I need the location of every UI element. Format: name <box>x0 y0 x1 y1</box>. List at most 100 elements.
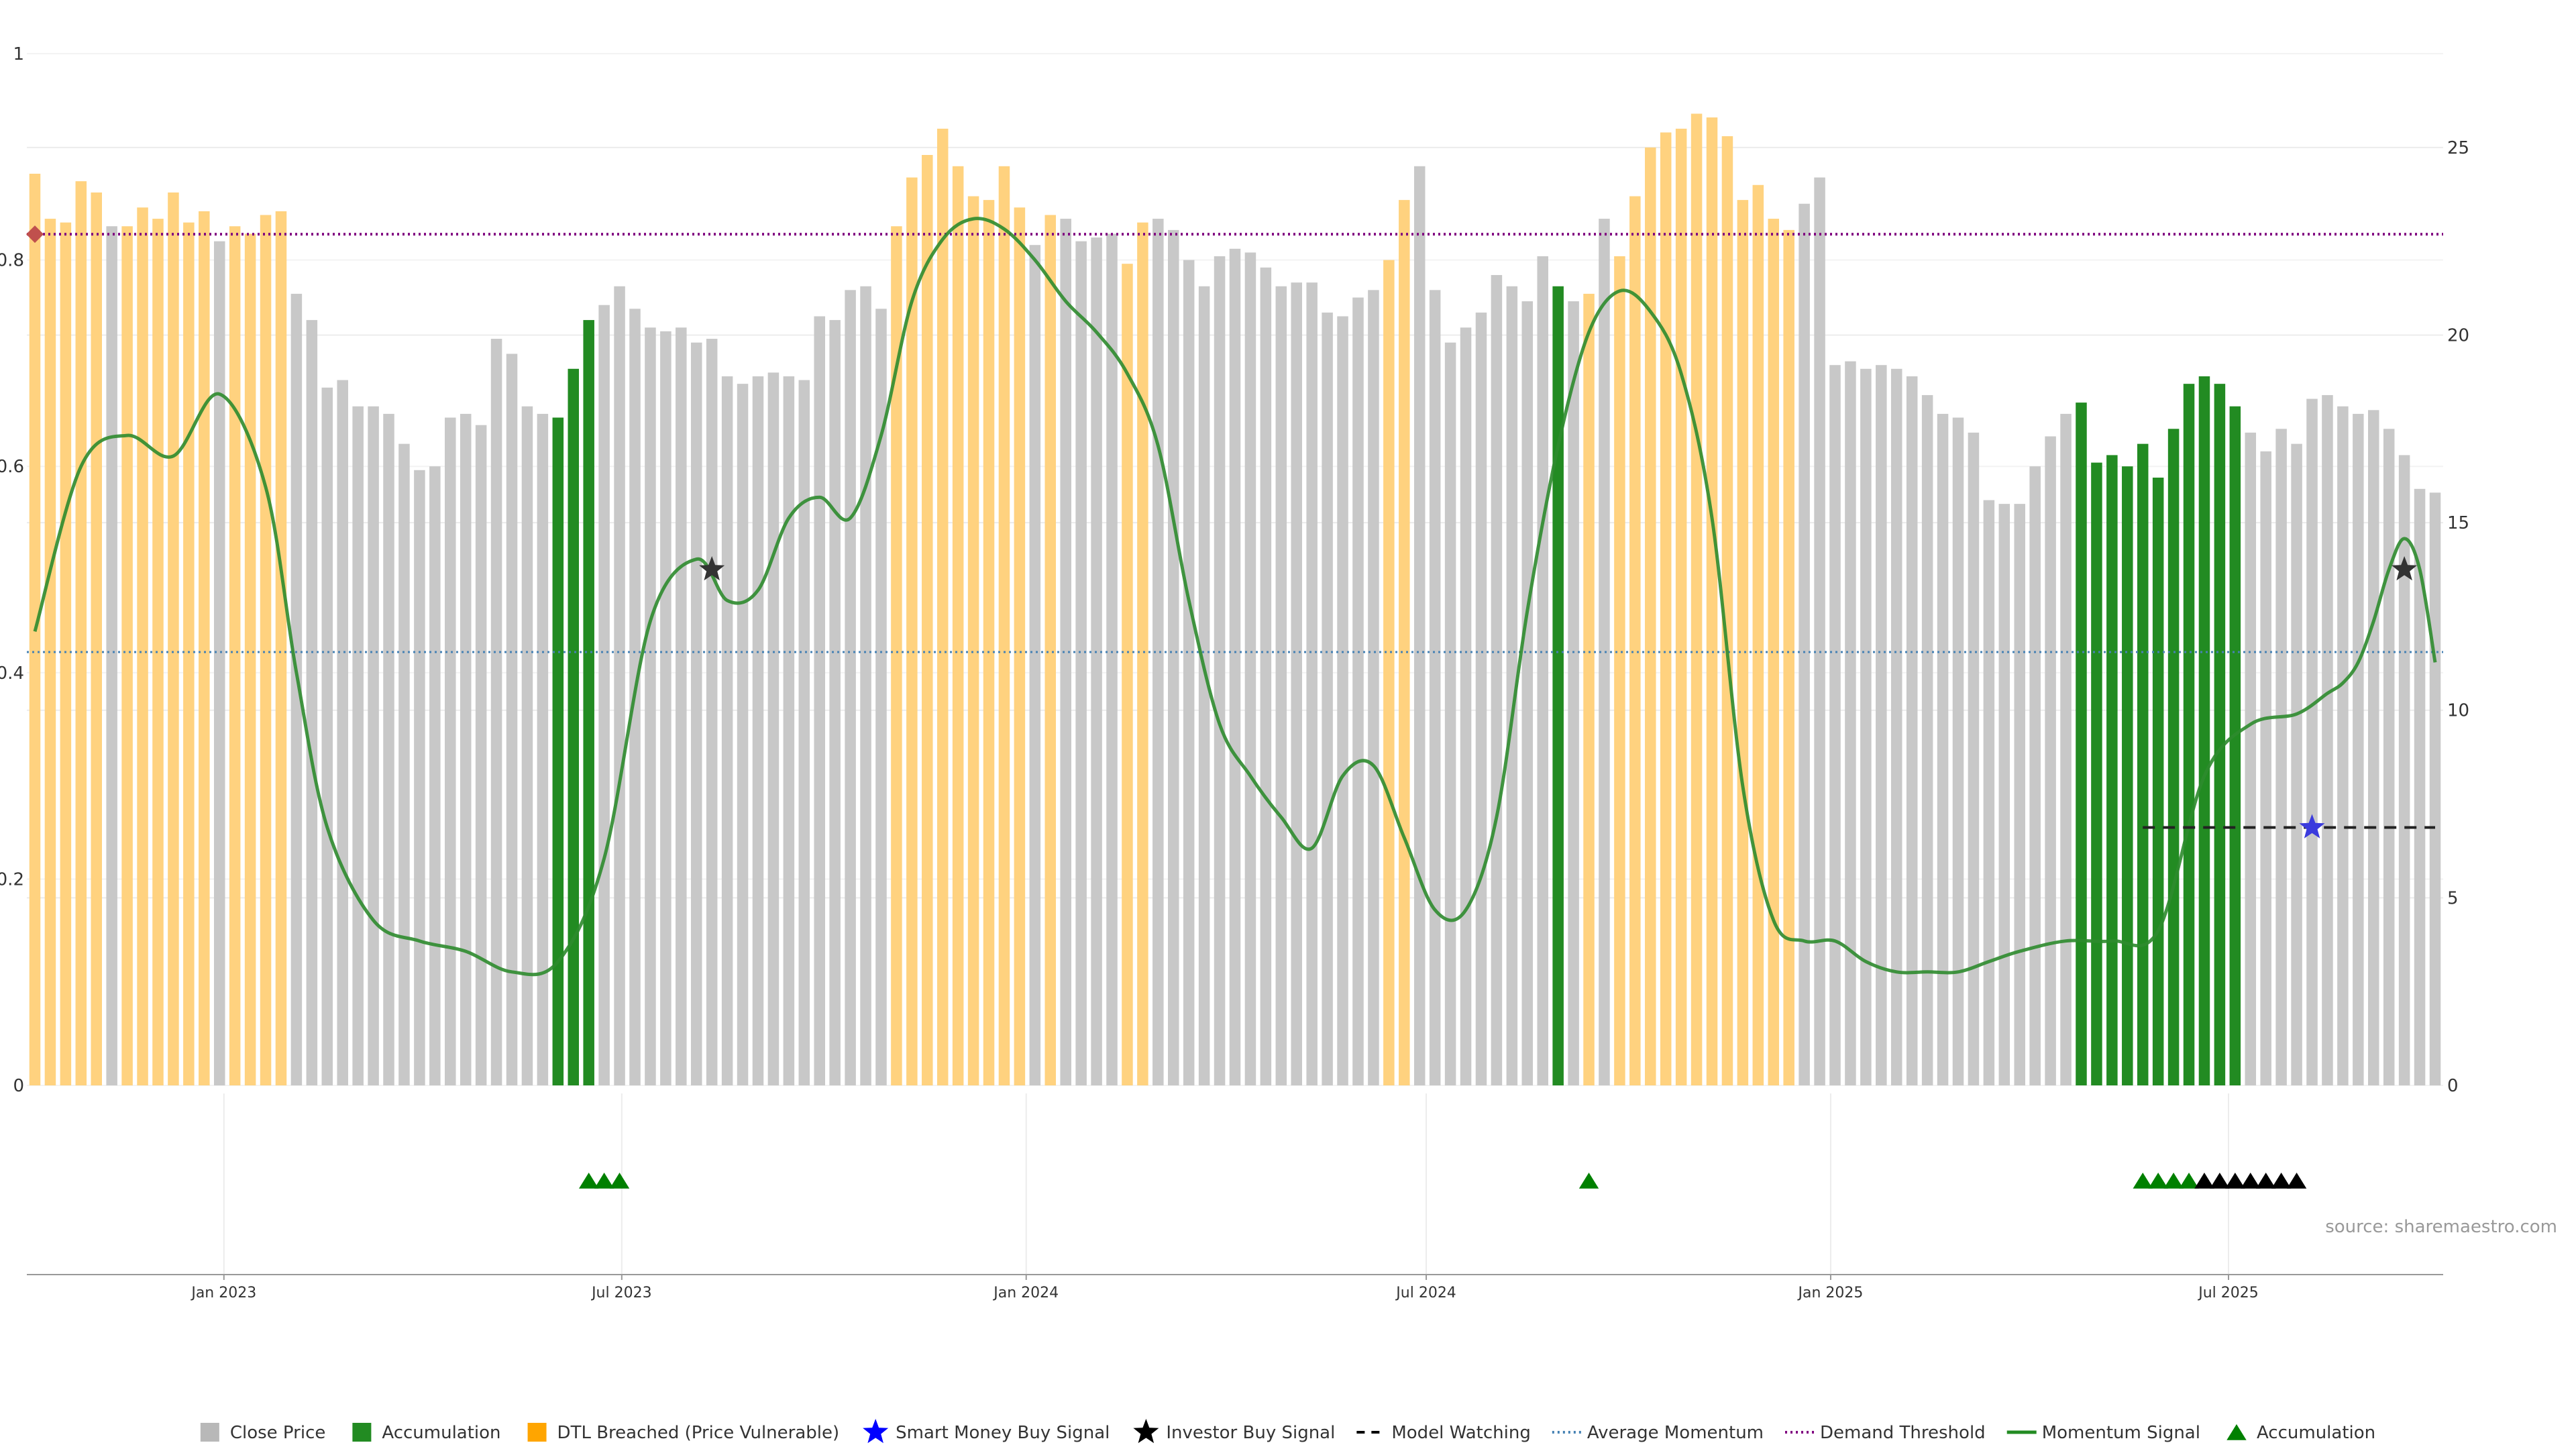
legend: Close Price Accumulation DTL Breached (Pri… <box>200 1419 2375 1444</box>
price-bar <box>998 166 1010 1085</box>
y-right-tick-label: 15 <box>2447 513 2469 533</box>
bar-layer <box>29 113 2441 1086</box>
price-bar <box>983 200 995 1086</box>
price-bar <box>352 406 364 1085</box>
price-bar <box>137 207 148 1086</box>
price-bar <box>1783 229 1794 1086</box>
legend-label: Accumulation <box>382 1423 500 1443</box>
price-bar <box>2291 443 2302 1085</box>
accumulation-marker <box>594 1173 614 1189</box>
price-bar <box>860 286 871 1086</box>
price-bar <box>168 192 179 1085</box>
price-bar <box>275 211 287 1085</box>
accumulation-marker-black <box>2210 1173 2230 1189</box>
price-bar <box>598 305 610 1085</box>
price-bar <box>737 384 749 1086</box>
legend-label: Accumulation <box>2257 1423 2375 1443</box>
price-bar <box>2337 406 2349 1085</box>
price-bar <box>1599 219 1610 1086</box>
price-bar <box>2198 376 2210 1085</box>
price-bar <box>1721 136 1733 1085</box>
accumulation-marker <box>2179 1173 2199 1189</box>
price-bar <box>1444 342 1456 1085</box>
price-bar <box>1690 113 1703 1085</box>
price-bar <box>2429 492 2441 1085</box>
price-bar <box>2060 413 2072 1085</box>
price-bar <box>1244 252 1256 1085</box>
price-bar <box>829 320 841 1086</box>
accumulation-marker <box>2133 1173 2153 1189</box>
price-bar <box>2275 429 2287 1085</box>
legend-label: Model Watching <box>1391 1423 1530 1443</box>
y-right-tick-label: 10 <box>2447 701 2469 721</box>
investor-buy-star <box>699 556 725 581</box>
price-bar <box>321 387 333 1086</box>
y-right-tick-label: 25 <box>2447 138 2469 158</box>
y-right-tick-label: 5 <box>2447 888 2459 908</box>
legend-label: Momentum Signal <box>2042 1423 2200 1443</box>
marker-layer <box>26 225 2418 1189</box>
accumulation-marker-black <box>2241 1173 2261 1189</box>
price-bar <box>1583 293 1595 1085</box>
price-bar <box>1167 229 1179 1086</box>
legend-label: Average Momentum <box>1587 1423 1764 1443</box>
price-bar <box>506 354 518 1085</box>
legend-label: DTL Breached (Price Vulnerable) <box>557 1423 840 1443</box>
price-bar <box>875 309 887 1086</box>
price-bar <box>2122 466 2133 1085</box>
price-bar <box>906 177 918 1085</box>
price-bar <box>383 413 394 1085</box>
price-bar <box>2152 477 2164 1085</box>
accumulation-marker-black <box>2256 1173 2276 1189</box>
price-bar <box>2045 436 2056 1085</box>
price-bar <box>75 181 87 1086</box>
price-bar <box>2076 402 2087 1085</box>
price-bar <box>199 211 210 1085</box>
price-bar <box>1091 237 1102 1085</box>
accumulation-marker-black <box>2286 1173 2307 1189</box>
price-bar <box>676 327 687 1086</box>
price-bar <box>306 320 318 1086</box>
price-bar <box>1291 282 1303 1085</box>
price-bar <box>1260 267 1272 1086</box>
legend-swatch <box>352 1423 372 1442</box>
y-left-tick-label: 1 <box>13 44 24 64</box>
price-bar <box>106 226 117 1086</box>
smart-money-star <box>2299 814 2325 839</box>
price-bar <box>1075 241 1087 1085</box>
x-tick-label: Jan 2023 <box>190 1285 256 1301</box>
price-bar <box>2322 394 2333 1085</box>
price-bar <box>1799 203 1810 1085</box>
price-bar <box>690 342 702 1085</box>
price-bar <box>1122 264 1133 1085</box>
price-bar <box>814 316 825 1085</box>
price-bar <box>1306 282 1318 1085</box>
price-bar <box>1229 248 1241 1086</box>
price-bar <box>2260 451 2271 1085</box>
price-bar <box>2306 398 2318 1085</box>
momentum-signal-line <box>33 217 2437 977</box>
price-bar <box>2106 455 2118 1085</box>
legend-star-icon <box>1133 1419 1159 1444</box>
price-bar <box>2014 504 2025 1085</box>
price-bar <box>767 372 780 1085</box>
price-bar <box>152 219 164 1086</box>
legend-triangle-icon <box>2226 1424 2247 1440</box>
price-bar <box>1337 316 1348 1085</box>
price-bar <box>213 241 225 1085</box>
price-bar <box>1737 200 1749 1086</box>
price-bar <box>2137 443 2149 1085</box>
price-bar <box>1921 394 1933 1085</box>
legend-star-icon <box>863 1419 889 1444</box>
price-bar <box>475 425 487 1085</box>
price-bar <box>1491 274 1503 1085</box>
price-bar <box>2398 455 2410 1085</box>
price-bar <box>1814 177 1825 1085</box>
price-bar <box>429 466 441 1085</box>
price-bar <box>2091 462 2102 1085</box>
price-bar <box>60 222 72 1085</box>
price-bar <box>1383 260 1395 1086</box>
price-bar <box>1968 432 1980 1085</box>
price-bar <box>922 155 933 1085</box>
